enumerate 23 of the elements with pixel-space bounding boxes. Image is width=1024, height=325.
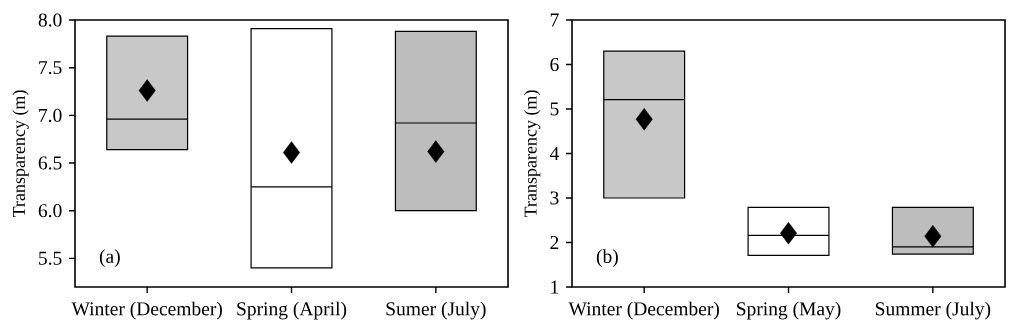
y-tick-label: 1 bbox=[551, 280, 559, 294]
y-tick-label: 2 bbox=[550, 236, 559, 249]
x-tick-label: Spring (May) bbox=[737, 301, 841, 320]
y-tick-label: 6.5 bbox=[38, 156, 62, 170]
y-tick-label: 8.0 bbox=[38, 13, 62, 27]
y-tick-label: 7 bbox=[550, 13, 559, 27]
y-tick-label: 7.0 bbox=[39, 108, 62, 122]
y-axis-title: Transparency (m) bbox=[524, 90, 541, 218]
y-tick-label: 5 bbox=[550, 102, 559, 116]
annotation: (a) bbox=[99, 249, 120, 267]
y-tick-label: 3 bbox=[550, 191, 559, 205]
x-tick-label: Sumer (July) bbox=[386, 301, 486, 320]
y-axis-title: Transparency (m) bbox=[12, 90, 29, 218]
x-tick-label: Spring (April) bbox=[237, 301, 347, 320]
y-tick-label: 4 bbox=[549, 147, 560, 160]
x-tick-label: Summer (July) bbox=[875, 301, 991, 320]
y-tick-label: 6 bbox=[550, 57, 559, 72]
y-tick-label: 5.5 bbox=[39, 251, 62, 265]
y-tick-label: 6.0 bbox=[38, 204, 62, 218]
y-tick-label: 7.5 bbox=[39, 61, 62, 75]
annotation: (b) bbox=[596, 249, 618, 267]
x-tick-label: Winter (December) bbox=[568, 301, 719, 320]
x-tick-label: Winter (December) bbox=[71, 301, 222, 320]
